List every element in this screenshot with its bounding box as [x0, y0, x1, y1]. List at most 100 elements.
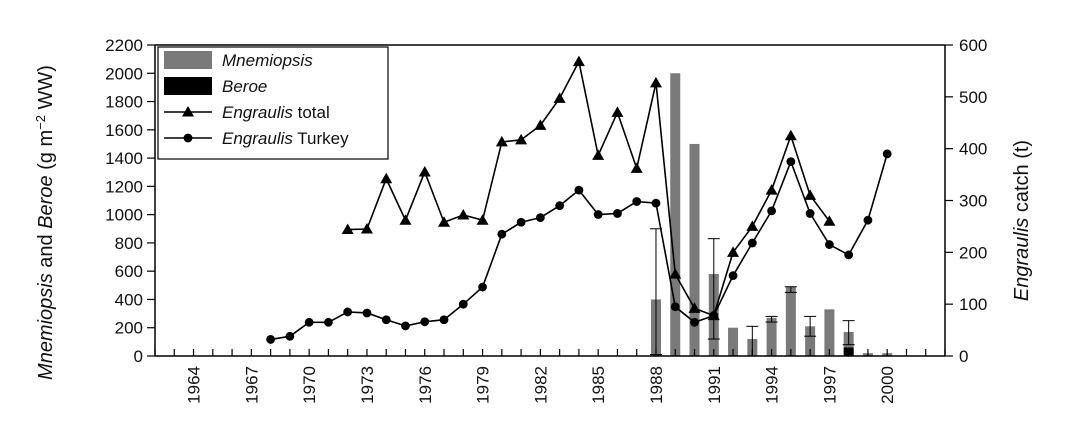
x-tick-label: 1997	[820, 366, 839, 404]
legend-marker-triangle	[182, 106, 194, 117]
engraulis-total-point	[553, 92, 566, 103]
engraulis-turkey-point	[343, 307, 353, 317]
engraulis-total-point	[572, 55, 585, 67]
engraulis-turkey-point	[670, 302, 680, 312]
lines-layer	[266, 55, 892, 344]
engraulis-total-point	[630, 162, 643, 173]
engraulis-turkey-point	[690, 317, 699, 327]
legend-marker-circle	[183, 133, 193, 143]
engraulis-turkey-point	[535, 213, 545, 223]
legend-swatch-mnemiopsis	[164, 51, 212, 69]
engraulis-total-point	[823, 215, 836, 226]
engraulis-total-line	[347, 59, 831, 317]
x-tick-label: 1991	[705, 366, 724, 404]
engraulis-turkey-point	[844, 250, 854, 260]
x-tick-label: 1994	[763, 366, 782, 404]
engraulis-turkey-point	[324, 317, 333, 327]
engraulis-total-point	[534, 119, 547, 130]
engraulis-turkey-point	[824, 240, 834, 249]
engraulis-turkey-point	[439, 315, 449, 325]
engraulis-total-point	[399, 214, 412, 225]
engraulis-total-point	[611, 106, 624, 117]
engraulis-total-point	[438, 216, 451, 227]
y-left-tick-label: 600	[115, 262, 143, 281]
engraulis-turkey-point	[304, 317, 314, 327]
y-right-tick-label: 400	[959, 140, 987, 159]
engraulis-turkey-point	[458, 299, 468, 309]
mnemiopsis-bar	[728, 327, 739, 356]
engraulis-total-point	[341, 223, 354, 235]
engraulis-total-point	[784, 129, 797, 141]
x-tick-label: 1970	[300, 366, 319, 404]
engraulis-turkey-point	[863, 215, 873, 225]
x-tick-label: 1964	[185, 366, 204, 404]
engraulis-total-point	[746, 220, 759, 231]
engraulis-total-point	[765, 184, 778, 195]
x-tick-label: 1967	[242, 366, 261, 404]
y-left-tick-label: 2000	[105, 64, 143, 83]
y-axis-right-title: Engraulis catch (t)	[1011, 140, 1033, 301]
engraulis-total-point	[649, 76, 662, 88]
y-left-tick-label: 1000	[105, 206, 143, 225]
engraulis-turkey-point	[747, 238, 757, 248]
legend-label: Engraulis Turkey	[222, 129, 349, 148]
engraulis-turkey-point	[728, 271, 738, 281]
x-tick-label: 1982	[531, 366, 550, 404]
engraulis-turkey-point	[613, 209, 622, 218]
y-right-tick-label: 500	[959, 88, 987, 107]
engraulis-total-point	[360, 223, 373, 234]
y-left-tick-label: 1800	[105, 93, 143, 112]
engraulis-total-point	[727, 246, 740, 257]
x-tick-label: 2000	[878, 366, 897, 404]
mnemiopsis-bar	[670, 73, 681, 356]
mnemiopsis-bar	[785, 286, 796, 356]
y-axis-left-title: Mnemiopsis and Beroe (g m−2 WW)	[33, 65, 58, 380]
x-tick-label: 1976	[416, 366, 435, 404]
x-tick-label: 1985	[589, 366, 608, 404]
y-right-tick-label: 0	[959, 347, 968, 366]
engraulis-total-point	[380, 172, 393, 184]
legend-label: Engraulis total	[222, 103, 330, 122]
x-tick-label: 1988	[647, 366, 666, 404]
engraulis-total-point	[457, 209, 470, 220]
legend-label: Mnemiopsis	[222, 51, 313, 70]
y-left-tick-label: 1400	[105, 149, 143, 168]
mnemiopsis-bar	[689, 143, 700, 356]
y-right-tick-label: 200	[959, 243, 987, 262]
engraulis-turkey-point	[882, 149, 892, 159]
engraulis-total-point	[669, 268, 682, 279]
y-left-tick-label: 200	[115, 319, 143, 338]
engraulis-turkey-point	[478, 282, 487, 292]
engraulis-total-point	[688, 302, 701, 313]
engraulis-turkey-point	[420, 317, 430, 327]
engraulis-turkey-point	[786, 157, 796, 167]
engraulis-total-point	[495, 135, 508, 147]
y-left-tick-label: 1200	[105, 177, 143, 196]
engraulis-turkey-point	[362, 308, 372, 318]
engraulis-total-point	[515, 133, 528, 145]
engraulis-turkey-point	[805, 209, 815, 218]
engraulis-total-point	[592, 149, 605, 160]
y-right-tick-label: 600	[959, 36, 987, 55]
mnemiopsis-bar	[766, 317, 777, 356]
y-right-tick-label: 300	[959, 192, 987, 211]
engraulis-total-point	[476, 214, 489, 225]
y-left-tick-label: 2200	[105, 36, 143, 55]
y-left-tick-label: 800	[115, 234, 143, 253]
axes-layer: 0200400600800100012001400160018002000220…	[33, 36, 1034, 404]
legend-swatch-beroe	[164, 77, 212, 95]
y-right-tick-label: 100	[959, 295, 987, 314]
engraulis-turkey-point	[516, 217, 526, 227]
x-tick-label: 1973	[358, 366, 377, 404]
legend-label: Beroe	[222, 77, 267, 96]
y-left-tick-label: 400	[115, 290, 143, 309]
engraulis-total-point	[804, 189, 817, 200]
engraulis-turkey-point	[555, 201, 565, 211]
engraulis-turkey-point	[401, 321, 410, 331]
engraulis-turkey-point	[574, 185, 584, 195]
engraulis-turkey-point	[593, 210, 603, 219]
engraulis-turkey-point	[709, 311, 719, 320]
engraulis-turkey-point	[381, 315, 391, 325]
